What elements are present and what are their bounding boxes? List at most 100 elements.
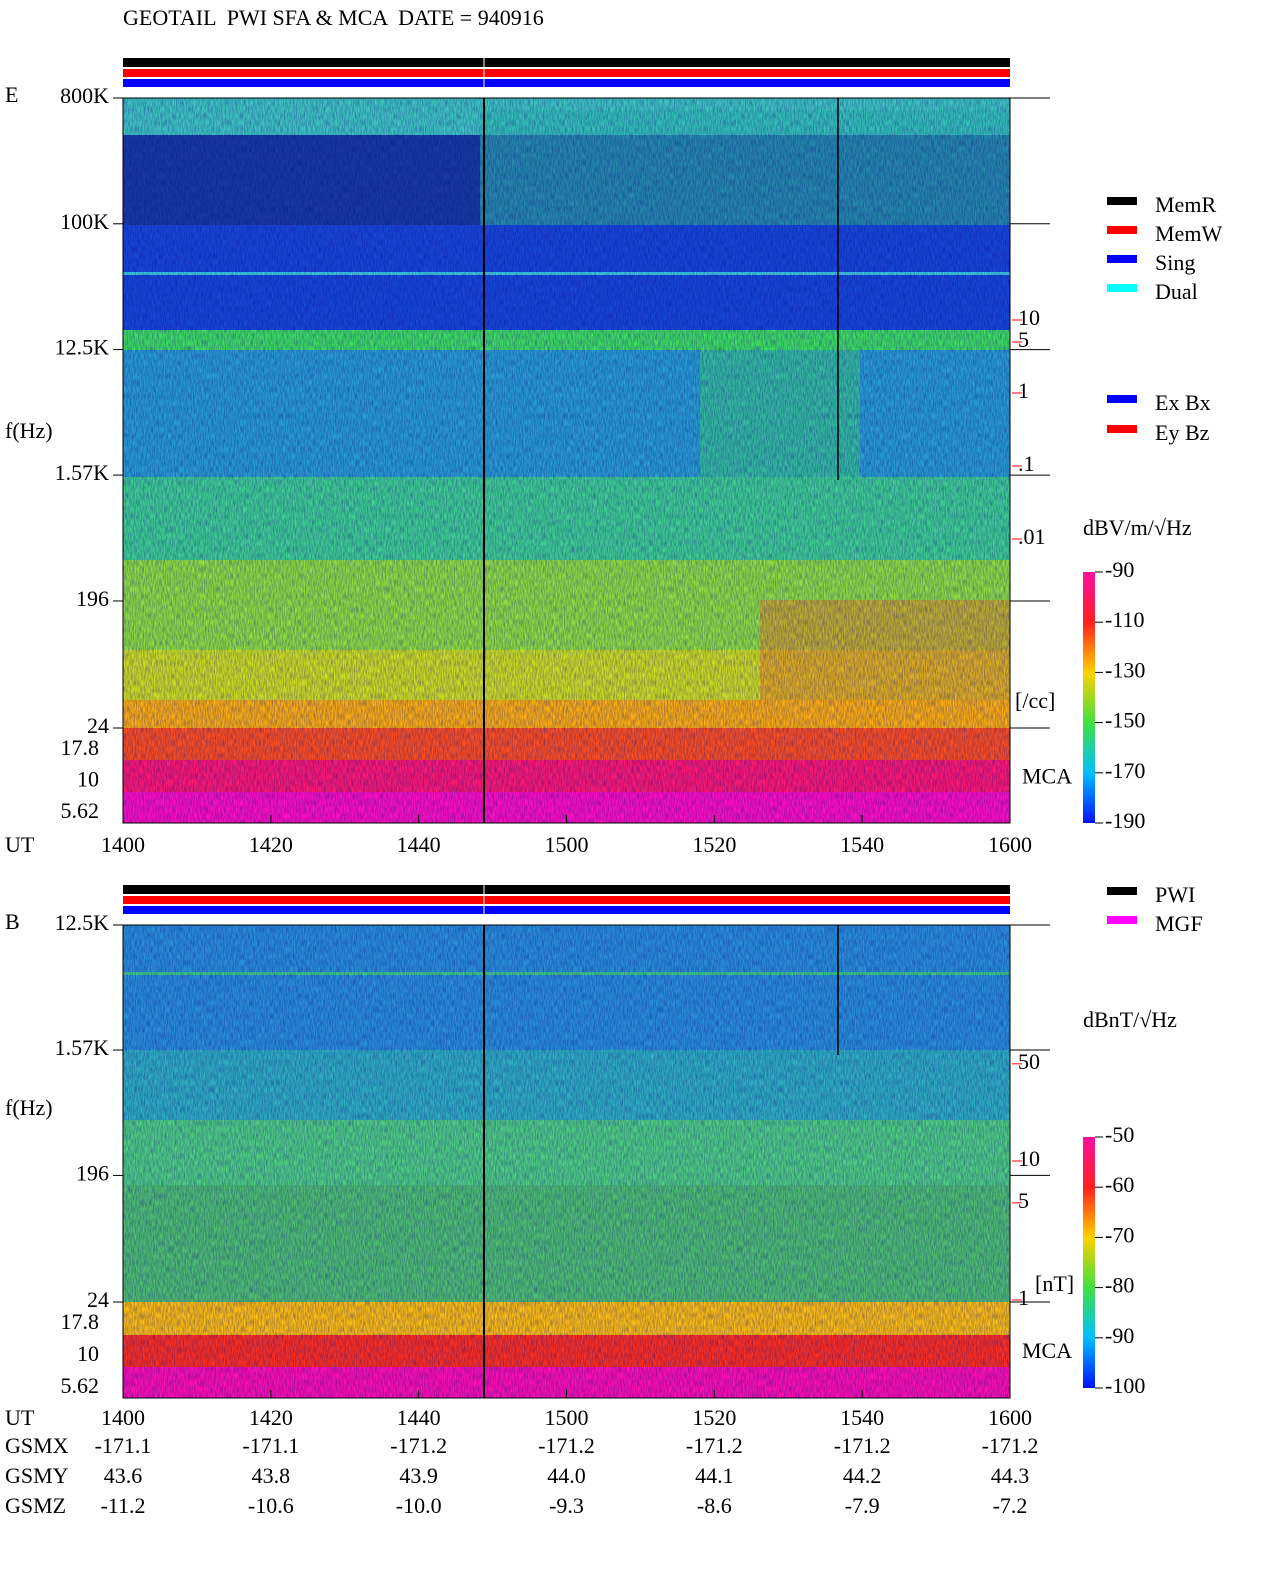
x-tick-label: 1520 [692, 1405, 736, 1430]
legend-label: PWI [1155, 882, 1195, 907]
orbit-value: 43.8 [252, 1463, 291, 1488]
x-tick-label: 1400 [101, 832, 145, 857]
orbit-value: -171.2 [834, 1433, 891, 1458]
density-tick-label: .01 [1018, 524, 1046, 549]
x-tick-label: 1540 [840, 832, 884, 857]
colorbar [1083, 1137, 1095, 1388]
x-tick-label: 1600 [988, 1405, 1032, 1430]
panel-label: E [5, 82, 18, 107]
colorbar-label: dBnT/√Hz [1083, 1007, 1177, 1032]
orbit-value: -171.2 [390, 1433, 447, 1458]
x-tick-label: 1400 [101, 1405, 145, 1430]
density-tick-label: .1 [1018, 451, 1035, 476]
y-tick-label: 1.57K [55, 1035, 110, 1060]
density-label: [nT] [1035, 1271, 1074, 1296]
x-tick-label: 1500 [545, 832, 589, 857]
y-tick-label: 196 [76, 586, 109, 611]
orbit-value: -11.2 [100, 1493, 145, 1518]
orbit-value: 44.0 [547, 1463, 586, 1488]
mca-label: MCA [1022, 1338, 1072, 1363]
density-label: [/cc] [1015, 688, 1055, 713]
legend-label: Ey Bz [1155, 420, 1210, 445]
y-axis-label: f(Hz) [5, 1095, 53, 1120]
orbit-value: 43.9 [399, 1463, 438, 1488]
spectrogram-b [123, 925, 1010, 1398]
legend-swatch [1107, 284, 1137, 292]
y-tick-label: 100K [60, 209, 109, 234]
status-bars [123, 58, 1010, 914]
colorbar-label: dBV/m/√Hz [1083, 515, 1192, 540]
mca-label: MCA [1022, 764, 1072, 789]
colorbar-tick-label: -170 [1105, 758, 1145, 783]
x-tick-label: 1420 [249, 832, 293, 857]
colorbar-tick-label: -60 [1105, 1172, 1134, 1197]
x-tick-label: 1600 [988, 832, 1032, 857]
legend-label: MGF [1155, 911, 1203, 936]
colorbar-tick-label: -90 [1105, 1323, 1134, 1348]
x-tick-label: 1440 [397, 832, 441, 857]
legend-label: MemW [1155, 221, 1222, 246]
legend-swatch [1107, 255, 1137, 263]
orbit-value: 43.6 [104, 1463, 143, 1488]
x-axis-label: UT [5, 832, 35, 857]
density-tick-label: 5 [1018, 327, 1029, 352]
y-tick-label: 24 [87, 713, 109, 738]
mca-channel-label: 10 [77, 1341, 99, 1366]
legend-swatch [1107, 197, 1137, 205]
orbit-value: -7.9 [845, 1493, 880, 1518]
density-tick-label: 1 [1018, 378, 1029, 403]
legend-swatch [1107, 887, 1137, 895]
legend-label: Dual [1155, 279, 1198, 304]
density-tick-label: 1 [1018, 1285, 1029, 1310]
y-tick-label: 1.57K [55, 460, 110, 485]
y-tick-label: 196 [76, 1160, 109, 1185]
y-tick-label: 12.5K [55, 335, 110, 360]
orbit-value: -171.1 [242, 1433, 299, 1458]
orbit-value: -10.0 [396, 1493, 442, 1518]
colorbar-tick-label: -70 [1105, 1222, 1134, 1247]
x-tick-label: 1520 [692, 832, 736, 857]
orbit-value: -171.2 [686, 1433, 743, 1458]
orbit-value: 44.2 [843, 1463, 882, 1488]
density-tick-label: 10 [1018, 305, 1040, 330]
orbit-value: -171.2 [982, 1433, 1039, 1458]
legend-label: Ex Bx [1155, 390, 1211, 415]
x-tick-label: 1420 [249, 1405, 293, 1430]
legend-label: MemR [1155, 192, 1216, 217]
mca-channel-label: 17.8 [61, 735, 100, 760]
spectrogram-e [123, 98, 1010, 823]
density-tick-label: 50 [1018, 1049, 1040, 1074]
legend-swatch [1107, 226, 1137, 234]
x-tick-label: 1540 [840, 1405, 884, 1430]
mca-channel-label: 17.8 [61, 1309, 100, 1334]
orbit-value: -171.2 [538, 1433, 595, 1458]
colorbar-tick-label: -130 [1105, 657, 1145, 682]
legend-swatch [1107, 425, 1137, 433]
y-axis-label: f(Hz) [5, 418, 53, 443]
title: GEOTAIL PWI SFA & MCA DATE = 940916 [123, 5, 544, 30]
colorbar-tick-label: -90 [1105, 557, 1134, 582]
x-tick-label: 1440 [397, 1405, 441, 1430]
x-tick-label: 1500 [545, 1405, 589, 1430]
colorbar-tick-label: -110 [1105, 607, 1145, 632]
legend-swatch [1107, 395, 1137, 403]
y-tick-label: 12.5K [55, 910, 110, 935]
density-tick-label: 10 [1018, 1146, 1040, 1171]
orbit-value: 44.1 [695, 1463, 734, 1488]
mca-channel-label: 5.62 [61, 1373, 100, 1398]
orbit-name: GSMX [5, 1433, 69, 1458]
legend-swatch [1107, 916, 1137, 924]
mca-channel-label: 5.62 [61, 798, 100, 823]
colorbar-tick-label: -80 [1105, 1273, 1134, 1298]
y-tick-label: 24 [87, 1287, 109, 1312]
colorbar-tick-label: -100 [1105, 1373, 1145, 1398]
density-tick-label: 5 [1018, 1188, 1029, 1213]
y-tick-label: 800K [60, 83, 109, 108]
mca-channel-label: 10 [77, 767, 99, 792]
orbit-value: -8.6 [697, 1493, 732, 1518]
x-axis-label: UT [5, 1405, 35, 1430]
orbit-value: 44.3 [991, 1463, 1030, 1488]
orbit-value: -171.1 [95, 1433, 152, 1458]
colorbar-tick-label: -190 [1105, 808, 1145, 833]
